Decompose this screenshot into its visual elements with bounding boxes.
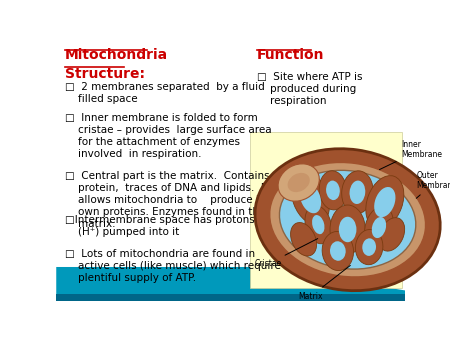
Text: □  Site where ATP is
    produced during
    respiration: □ Site where ATP is produced during resp… bbox=[257, 72, 362, 106]
Polygon shape bbox=[56, 267, 405, 301]
Ellipse shape bbox=[255, 149, 440, 291]
Ellipse shape bbox=[292, 172, 329, 225]
Ellipse shape bbox=[319, 171, 347, 210]
Ellipse shape bbox=[330, 205, 365, 254]
Ellipse shape bbox=[374, 187, 396, 217]
Text: Inner
Membrane: Inner Membrane bbox=[379, 140, 442, 170]
FancyBboxPatch shape bbox=[250, 132, 401, 288]
Ellipse shape bbox=[366, 176, 404, 228]
Ellipse shape bbox=[364, 207, 393, 249]
Ellipse shape bbox=[326, 180, 340, 200]
Ellipse shape bbox=[342, 171, 373, 214]
Text: Structure:: Structure: bbox=[65, 67, 145, 80]
Ellipse shape bbox=[300, 183, 321, 213]
Ellipse shape bbox=[372, 217, 386, 238]
Ellipse shape bbox=[270, 163, 426, 277]
Ellipse shape bbox=[279, 170, 416, 269]
Text: Cristae: Cristae bbox=[255, 239, 318, 268]
Text: Outer
Membrane: Outer Membrane bbox=[416, 171, 450, 198]
Text: Function: Function bbox=[257, 48, 324, 63]
Ellipse shape bbox=[350, 180, 365, 204]
Ellipse shape bbox=[356, 230, 383, 265]
Text: □  Central part is the matrix.  Contains
    protein,  traces of DNA and lipids.: □ Central part is the matrix. Contains p… bbox=[65, 171, 284, 229]
Ellipse shape bbox=[322, 232, 354, 270]
Ellipse shape bbox=[305, 206, 332, 244]
Text: Mitochondria: Mitochondria bbox=[65, 48, 168, 63]
Ellipse shape bbox=[278, 164, 320, 201]
Ellipse shape bbox=[291, 222, 316, 256]
Text: □Intermembrane space has protons
    (H⁺) pumped into it: □Intermembrane space has protons (H⁺) pu… bbox=[65, 215, 255, 237]
Ellipse shape bbox=[339, 217, 356, 242]
Ellipse shape bbox=[330, 241, 346, 261]
Ellipse shape bbox=[288, 173, 310, 192]
Text: □  2 membranes separated  by a fluid
    filled space: □ 2 membranes separated by a fluid fille… bbox=[65, 82, 265, 104]
Ellipse shape bbox=[312, 215, 324, 234]
Ellipse shape bbox=[362, 238, 376, 256]
Ellipse shape bbox=[379, 218, 405, 251]
Text: □  Lots of mitochondria are found in
    active cells (like muscle) which requir: □ Lots of mitochondria are found in acti… bbox=[65, 249, 281, 283]
Polygon shape bbox=[56, 294, 405, 301]
Text: □  Inner membrane is folded to form
    cristae – provides  large surface area
 : □ Inner membrane is folded to form crist… bbox=[65, 114, 272, 160]
Text: Matrix: Matrix bbox=[299, 265, 350, 300]
